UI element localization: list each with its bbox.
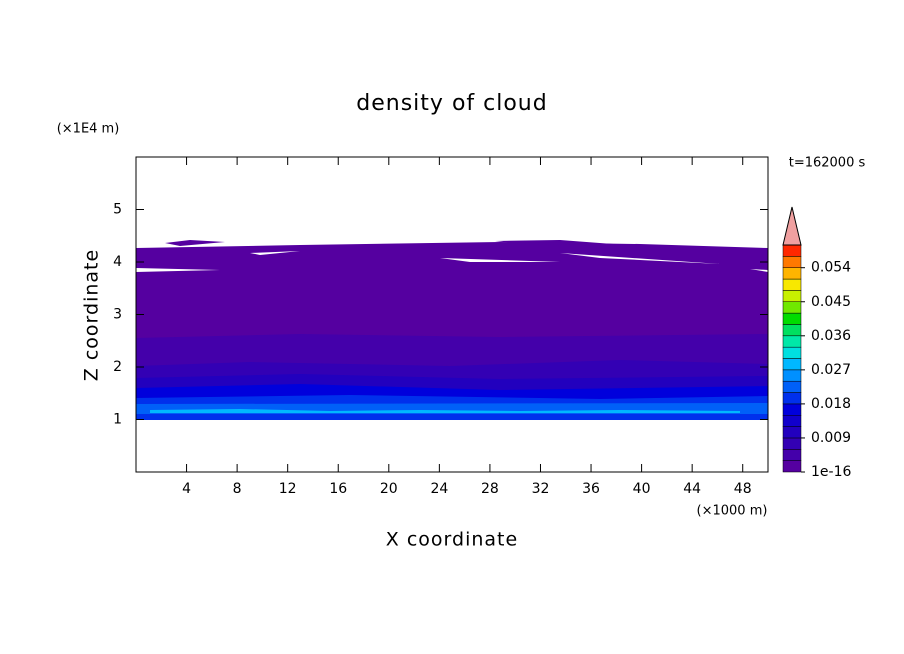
y-unit: (×1E4 m) <box>57 122 120 137</box>
chart-title: density of cloud <box>356 91 547 116</box>
x-tick-label: 24 <box>430 481 448 497</box>
colorbar-swatch <box>782 369 802 382</box>
y-axis-label: Z coordinate <box>81 249 103 381</box>
colorbar-swatch <box>782 244 802 257</box>
colorbar-tick-label: 0.009 <box>811 430 851 446</box>
y-tick-label: 2 <box>113 359 122 375</box>
colorbar-swatch <box>782 426 802 439</box>
x-tick-label: 4 <box>182 481 191 497</box>
colorbar-swatch <box>782 301 802 314</box>
y-tick-label: 3 <box>113 307 122 323</box>
x-tick-label: 20 <box>380 481 398 497</box>
colorbar-swatch <box>782 267 802 280</box>
y-tick-label: 1 <box>113 412 122 428</box>
x-tick-label: 28 <box>481 481 499 497</box>
x-tick-label: 40 <box>633 481 651 497</box>
colorbar-swatch <box>782 380 802 393</box>
colorbar-swatch <box>782 312 802 325</box>
y-tick-label: 5 <box>113 202 122 218</box>
colorbar-tick-label: 0.045 <box>811 294 851 310</box>
colorbar-tick-label: 0.036 <box>811 328 851 344</box>
contour-gap <box>136 251 768 272</box>
colorbar-swatch <box>782 335 802 348</box>
colorbar-swatch <box>782 392 802 405</box>
contour-region <box>150 409 740 413</box>
colorbar-tick-label: 0.027 <box>811 362 851 378</box>
x-tick-label: 36 <box>582 481 600 497</box>
contour-field <box>136 240 768 420</box>
colorbar-tick-label: 0.018 <box>811 396 851 412</box>
colorbar-swatch <box>782 278 802 291</box>
x-tick-label: 8 <box>233 481 242 497</box>
x-tick-label: 12 <box>279 481 297 497</box>
colorbar-swatch <box>782 324 802 337</box>
colorbar-swatch <box>782 290 802 302</box>
colorbar-swatch <box>782 437 802 450</box>
x-tick-label: 32 <box>532 481 550 497</box>
colorbar-swatch <box>782 346 802 359</box>
colorbar-extension <box>782 206 802 246</box>
colorbar-tick-label: 0.054 <box>811 260 851 276</box>
x-tick-label: 48 <box>734 481 752 497</box>
contour-region <box>165 240 640 246</box>
time-label: t=162000 s <box>789 156 866 171</box>
colorbar-tick-label: 1e-16 <box>811 464 851 480</box>
x-tick-label: 44 <box>683 481 701 497</box>
y-tick-label: 4 <box>113 254 122 270</box>
x-unit: (×1000 m) <box>697 504 768 519</box>
colorbar-swatch <box>782 256 802 268</box>
colorbar-swatch <box>782 358 802 371</box>
colorbar-swatch <box>782 460 802 473</box>
colorbar-swatch <box>782 415 802 427</box>
x-axis-label: X coordinate <box>386 529 518 551</box>
colorbar-swatch <box>782 449 802 461</box>
colorbar-swatch <box>782 403 802 416</box>
x-tick-label: 16 <box>329 481 347 497</box>
